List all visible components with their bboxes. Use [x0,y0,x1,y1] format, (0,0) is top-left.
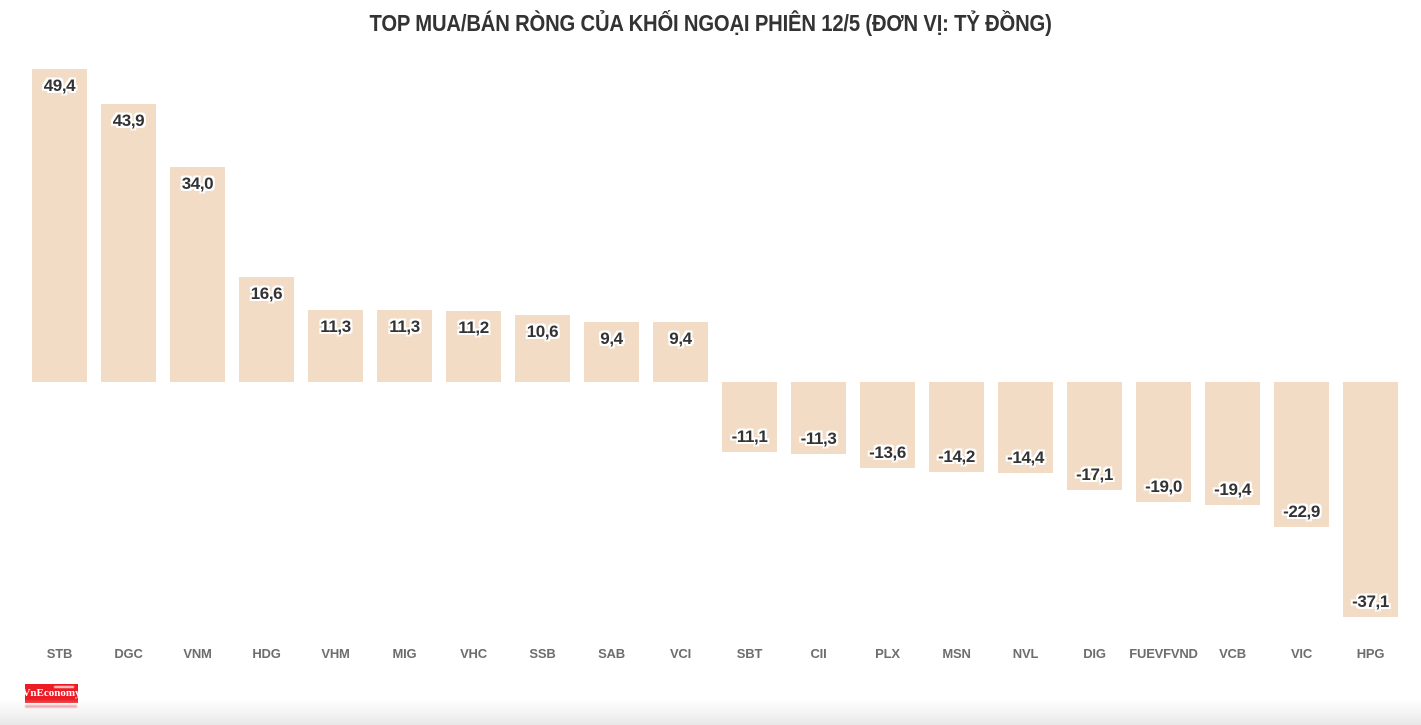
bar-FUEVFVND [1136,382,1191,503]
x-axis-label-VNM: VNM [183,646,212,661]
bar-HPG [1343,382,1398,617]
x-axis-label-NVL: NVL [1012,646,1039,661]
bar-value-label: -19,4 [1214,479,1251,499]
bar-HDG [239,276,294,382]
logo-tagline-decoration [25,705,77,708]
x-axis-label-HPG: HPG [1356,646,1385,661]
bar-DIG [1067,382,1122,491]
bar-value-label: 11,3 [320,317,351,337]
bar-VHC [446,311,501,382]
x-axis-label-SSB: SSB [529,646,556,661]
x-axis-label-VHC: VHC [460,646,487,661]
bar-value-label: -37,1 [1352,591,1389,611]
bar-STB [32,69,87,382]
x-axis-label-VCB: VCB [1219,646,1246,661]
x-axis-label-PLX: PLX [875,646,900,661]
x-axis-label-HDG: HDG [252,646,281,661]
bar-DGC [101,104,156,382]
x-axis-label-VHM: VHM [321,646,350,661]
bar-value-label: 11,3 [389,317,420,337]
bar-value-label: 16,6 [250,283,283,303]
bar-SAB [584,322,639,382]
bar-VCI [653,322,708,382]
bar-value-label: -14,4 [1007,448,1044,468]
bar-value-label: 43,9 [112,111,145,131]
chart-title-row: TOP MUA/BÁN RÒNG CỦA KHỐI NGOẠI PHIÊN 12… [0,10,1421,37]
logo-microtext-decoration [54,686,74,688]
bar-value-label: -14,2 [938,446,975,466]
x-axis-label-CII: CII [810,646,827,661]
bar-NVL [998,382,1053,474]
bar-value-label: -13,6 [869,443,906,463]
chart-title: TOP MUA/BÁN RÒNG CỦA KHỐI NGOẠI PHIÊN 12… [369,10,1052,36]
bar-value-label: 49,4 [43,76,76,96]
x-axis-label-SAB: SAB [598,646,625,661]
bar-value-label: -19,0 [1145,477,1182,497]
bar-value-label: -22,9 [1283,501,1320,521]
vneconomy-logo-text: VnEconomy [22,687,81,699]
bar-value-label: 11,2 [458,318,489,338]
bar-VCB [1205,382,1260,505]
bar-VHM [308,310,363,382]
bar-SBT [722,382,777,453]
vneconomy-logo: VnEconomy [22,684,81,703]
bar-value-label: 9,4 [669,329,692,349]
x-axis-label-FUEVFVND: FUEVFVND [1129,646,1198,661]
x-axis-label-DIG: DIG [1083,646,1106,661]
x-axis-label-SBT: SBT [736,646,763,661]
x-axis-label-VIC: VIC [1290,646,1313,661]
bar-MSN [929,382,984,472]
x-axis-label-MIG: MIG [392,646,417,661]
bar-value-label: 34,0 [181,173,214,193]
bar-SSB [515,314,570,382]
x-axis-label-MSN: MSN [942,646,971,661]
bar-VIC [1274,382,1329,527]
bar-value-label: -11,1 [731,427,768,447]
bar-MIG [377,310,432,382]
bar-value-label: 9,4 [600,329,623,349]
bar-value-label: 10,6 [526,321,559,341]
bar-VNM [170,166,225,382]
bar-value-label: -11,3 [800,428,837,448]
bar-CII [791,382,846,454]
bar-value-label: -17,1 [1076,465,1113,485]
x-axis-label-DGC: DGC [114,646,143,661]
bar-PLX [860,382,915,469]
x-axis-label-STB: STB [46,646,73,661]
x-axis-label-VCI: VCI [669,646,692,661]
